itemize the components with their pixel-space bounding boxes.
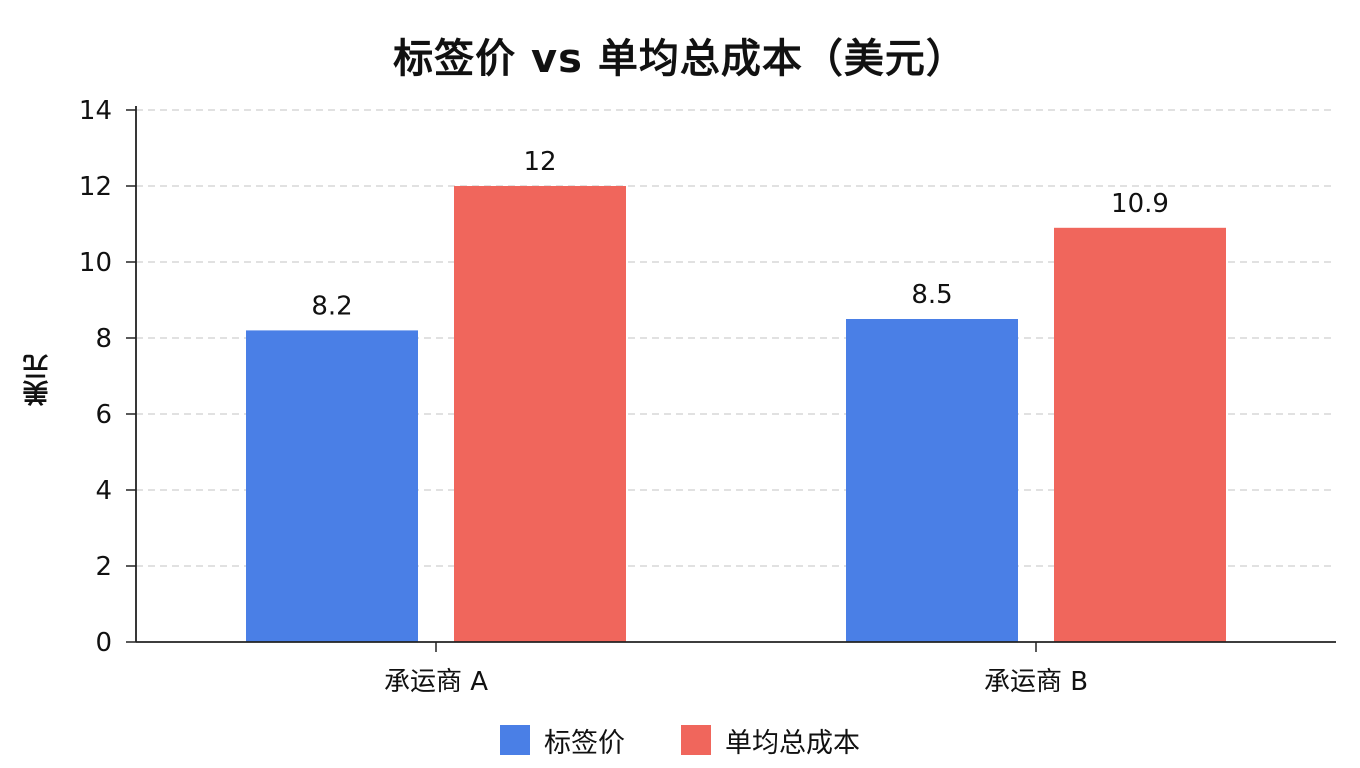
legend-label-series-1: 标签价 (544, 727, 625, 759)
legend-swatch-series-1 (500, 725, 530, 755)
x-tick-label-2: 承运商 B (984, 667, 1088, 697)
legend: 标签价 单均总成本 (0, 721, 1360, 760)
data-label-series-2-cat-1: 12 (523, 147, 556, 177)
y-tick-label-10: 10 (79, 248, 112, 278)
y-tick-label-6: 6 (95, 400, 112, 430)
legend-item-series-1[interactable]: 标签价 (500, 721, 625, 760)
legend-swatch-series-2 (681, 725, 711, 755)
y-tick-label-14: 14 (79, 96, 112, 126)
y-tick-label-8: 8 (95, 324, 112, 354)
legend-label-series-2: 单均总成本 (725, 727, 860, 759)
y-tick-label-2: 2 (95, 552, 112, 582)
bar-series-2-cat-1 (454, 186, 626, 642)
bar-series-2-cat-2 (1054, 227, 1226, 643)
data-label-series-2-cat-2: 10.9 (1111, 189, 1169, 219)
x-tick-label-1: 承运商 A (384, 667, 488, 697)
data-label-series-1-cat-2: 8.5 (911, 280, 952, 310)
bar-series-1-cat-1 (246, 330, 418, 642)
legend-item-series-2[interactable]: 单均总成本 (681, 721, 860, 760)
y-tick-label-12: 12 (79, 172, 112, 202)
bar-series-1-cat-2 (846, 319, 1018, 642)
chart-title: 标签价 vs 单均总成本（美元） (393, 36, 967, 82)
y-tick-label-4: 4 (95, 476, 112, 506)
y-tick-label-0: 0 (95, 628, 112, 658)
data-label-series-1-cat-1: 8.2 (311, 291, 352, 321)
